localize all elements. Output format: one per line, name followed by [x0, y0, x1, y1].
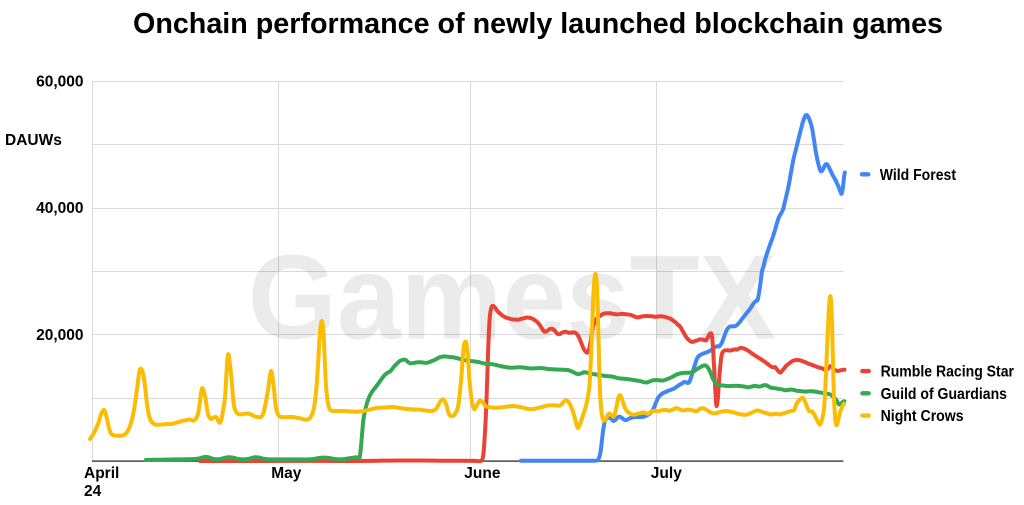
svg-text:July: July	[651, 465, 682, 482]
svg-text:May: May	[271, 465, 302, 482]
svg-text:Night Crows: Night Crows	[881, 408, 964, 425]
svg-text:Guild of Guardians: Guild of Guardians	[881, 386, 1007, 403]
svg-text:GamesTX: GamesTX	[248, 230, 776, 364]
svg-text:Wild Forest: Wild Forest	[880, 167, 957, 184]
svg-text:24: 24	[84, 483, 102, 500]
svg-text:April: April	[84, 465, 119, 482]
svg-text:40,000: 40,000	[36, 200, 83, 217]
svg-text:20,000: 20,000	[36, 327, 83, 344]
svg-text:Rumble Racing Star: Rumble Racing Star	[881, 364, 1014, 381]
svg-text:Onchain performance of newly l: Onchain performance of newly launched bl…	[133, 8, 943, 40]
svg-text:June: June	[464, 465, 501, 482]
svg-text:DAUWs: DAUWs	[5, 132, 62, 149]
svg-text:60,000: 60,000	[36, 74, 83, 91]
